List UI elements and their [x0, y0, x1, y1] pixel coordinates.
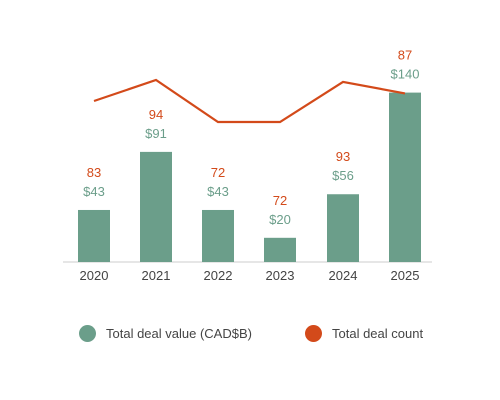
legend: Total deal value (CAD$B) Total deal coun… [0, 325, 500, 349]
x-tick-2024: 2024 [329, 268, 358, 283]
value-label-2022: $43 [207, 184, 229, 199]
count-label-2020: 83 [87, 165, 101, 180]
value-label-2023: $20 [269, 212, 291, 227]
combo-chart: $43 83 $91 94 $43 72 $20 72 $56 93 $140 87 2020 2021… [63, 48, 432, 283]
data-labels: $43 83 $91 94 $43 72 $20 72 $56 93 $140 87 [83, 48, 419, 227]
x-tick-2022: 2022 [204, 268, 233, 283]
bar-2023 [264, 237, 296, 262]
count-label-2021: 94 [149, 107, 163, 122]
legend-swatch-value [79, 325, 96, 342]
legend-swatch-count [305, 325, 322, 342]
x-tick-2025: 2025 [391, 268, 420, 283]
bar-2021 [140, 151, 172, 262]
value-label-2024: $56 [332, 168, 354, 183]
count-label-2024: 93 [336, 149, 350, 164]
legend-label-value: Total deal value (CAD$B) [106, 326, 252, 341]
bar-2024 [327, 194, 359, 262]
bar-series [78, 92, 421, 262]
value-label-2025: $140 [391, 67, 420, 82]
value-label-2020: $43 [83, 184, 105, 199]
line-series [93, 78, 406, 124]
legend-item-value: Total deal value (CAD$B) [79, 325, 252, 342]
bar-2020 [78, 209, 110, 262]
x-tick-2023: 2023 [266, 268, 295, 283]
value-label-2021: $91 [145, 126, 167, 141]
bar-2022 [202, 209, 234, 262]
count-label-2025: 87 [398, 48, 412, 63]
count-label-2023: 72 [273, 193, 287, 208]
x-tick-2020: 2020 [80, 268, 109, 283]
deal-count-line [93, 78, 406, 124]
x-tick-2021: 2021 [142, 268, 171, 283]
x-axis-ticks: 2020 2021 2022 2023 2024 2025 [80, 268, 420, 283]
count-label-2022: 72 [211, 165, 225, 180]
bar-2025 [389, 92, 421, 262]
legend-item-count: Total deal count [305, 325, 423, 342]
legend-label-count: Total deal count [332, 326, 424, 341]
